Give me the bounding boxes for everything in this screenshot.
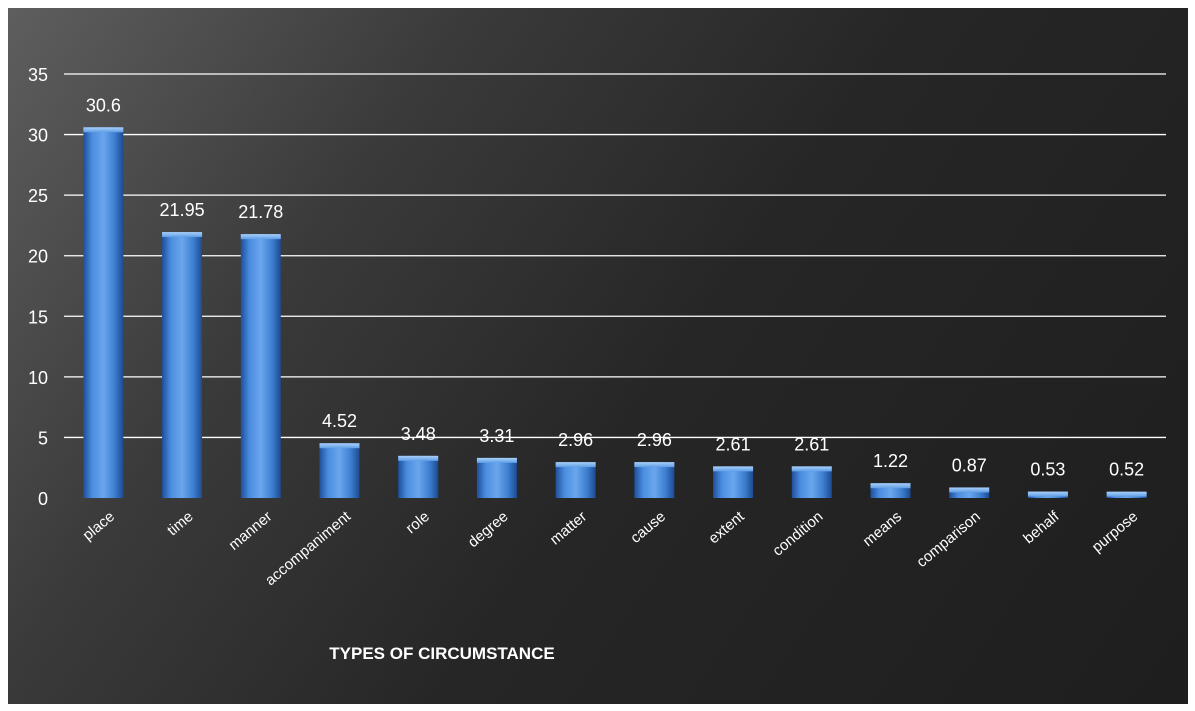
x-tick-label-means: means <box>860 508 905 550</box>
x-tick-label-extent: extent <box>705 508 748 548</box>
data-labels: 30.6 21.95 21.78 4.52 3.48 3.31 2.96 2.96 2.61 2.… <box>86 95 1144 479</box>
x-tick-label-matter: matter <box>547 508 590 548</box>
bar-extent <box>713 466 754 498</box>
bar-cap-degree <box>476 457 517 463</box>
data-label-time: 21.95 <box>160 200 205 220</box>
data-label-accompaniment: 4.52 <box>322 411 357 431</box>
data-label-means: 1.22 <box>873 451 908 471</box>
x-tick-label-place: place <box>80 508 118 544</box>
x-tick-label-comparison: comparison <box>913 508 983 571</box>
bar-cap-place <box>83 127 124 133</box>
x-tick-label-purpose: purpose <box>1089 508 1141 556</box>
x-tick-label-condition: condition <box>769 508 826 560</box>
bars <box>83 127 1147 498</box>
y-tick-label: 15 <box>28 307 48 327</box>
y-axis-ticks: 0 5 10 15 20 25 30 35 <box>28 65 48 509</box>
y-tick-label: 25 <box>28 186 48 206</box>
bar-cap-role <box>398 455 439 461</box>
x-tick-label-accompaniment: accompaniment <box>262 508 355 590</box>
data-label-manner: 21.78 <box>238 202 283 222</box>
bar-cap-means <box>870 483 911 489</box>
data-label-place: 30.6 <box>86 95 121 115</box>
bar-cause <box>634 462 675 498</box>
y-tick-label: 0 <box>38 489 48 509</box>
bar-cap-extent <box>713 466 754 472</box>
data-label-cause: 2.96 <box>637 430 672 450</box>
bar-chart: 0 5 10 15 20 25 30 35 30.6 21.95 21.78 4.52 3.48 3.3… <box>28 65 1166 663</box>
bar-role <box>398 455 439 498</box>
data-label-behalf: 0.53 <box>1030 460 1065 480</box>
bar-manner <box>240 234 281 498</box>
bar-accompaniment <box>319 443 360 498</box>
x-tick-label-degree: degree <box>465 508 512 551</box>
x-tick-label-role: role <box>403 508 433 537</box>
y-tick-label: 10 <box>28 368 48 388</box>
bar-cap-condition <box>791 466 832 472</box>
data-label-extent: 2.61 <box>716 434 751 454</box>
data-label-condition: 2.61 <box>794 434 829 454</box>
x-tick-label-behalf: behalf <box>1020 508 1063 548</box>
data-label-purpose: 0.52 <box>1109 460 1144 480</box>
x-axis-title: TYPES OF CIRCUMSTANCE <box>329 644 554 663</box>
bar-place <box>83 127 124 498</box>
data-label-role: 3.48 <box>401 424 436 444</box>
bar-cap-time <box>162 232 203 238</box>
y-tick-label: 30 <box>28 126 48 146</box>
bar-time <box>162 232 203 498</box>
bar-cap-comparison <box>949 487 990 493</box>
bar-cap-purpose <box>1106 491 1147 497</box>
y-tick-label: 20 <box>28 247 48 267</box>
bar-cap-behalf <box>1027 491 1068 497</box>
bar-cap-matter <box>555 462 596 468</box>
data-label-degree: 3.31 <box>479 426 514 446</box>
x-tick-label-time: time <box>164 508 197 539</box>
bar-condition <box>791 466 832 498</box>
gridlines <box>64 73 1166 439</box>
bar-cap-cause <box>634 462 675 468</box>
data-label-comparison: 0.87 <box>952 455 987 475</box>
y-tick-label: 5 <box>38 428 48 448</box>
y-tick-label: 35 <box>28 65 48 85</box>
bar-matter <box>555 462 596 498</box>
data-label-matter: 2.96 <box>558 430 593 450</box>
bar-degree <box>476 457 517 498</box>
x-tick-label-cause: cause <box>627 508 669 547</box>
bar-cap-manner <box>240 234 281 240</box>
bar-cap-accompaniment <box>319 443 360 449</box>
x-tick-label-manner: manner <box>225 508 275 554</box>
bar-comparison <box>949 487 990 498</box>
chart-area: 0 5 10 15 20 25 30 35 30.6 21.95 21.78 4.52 3.48 3.3… <box>8 8 1188 704</box>
